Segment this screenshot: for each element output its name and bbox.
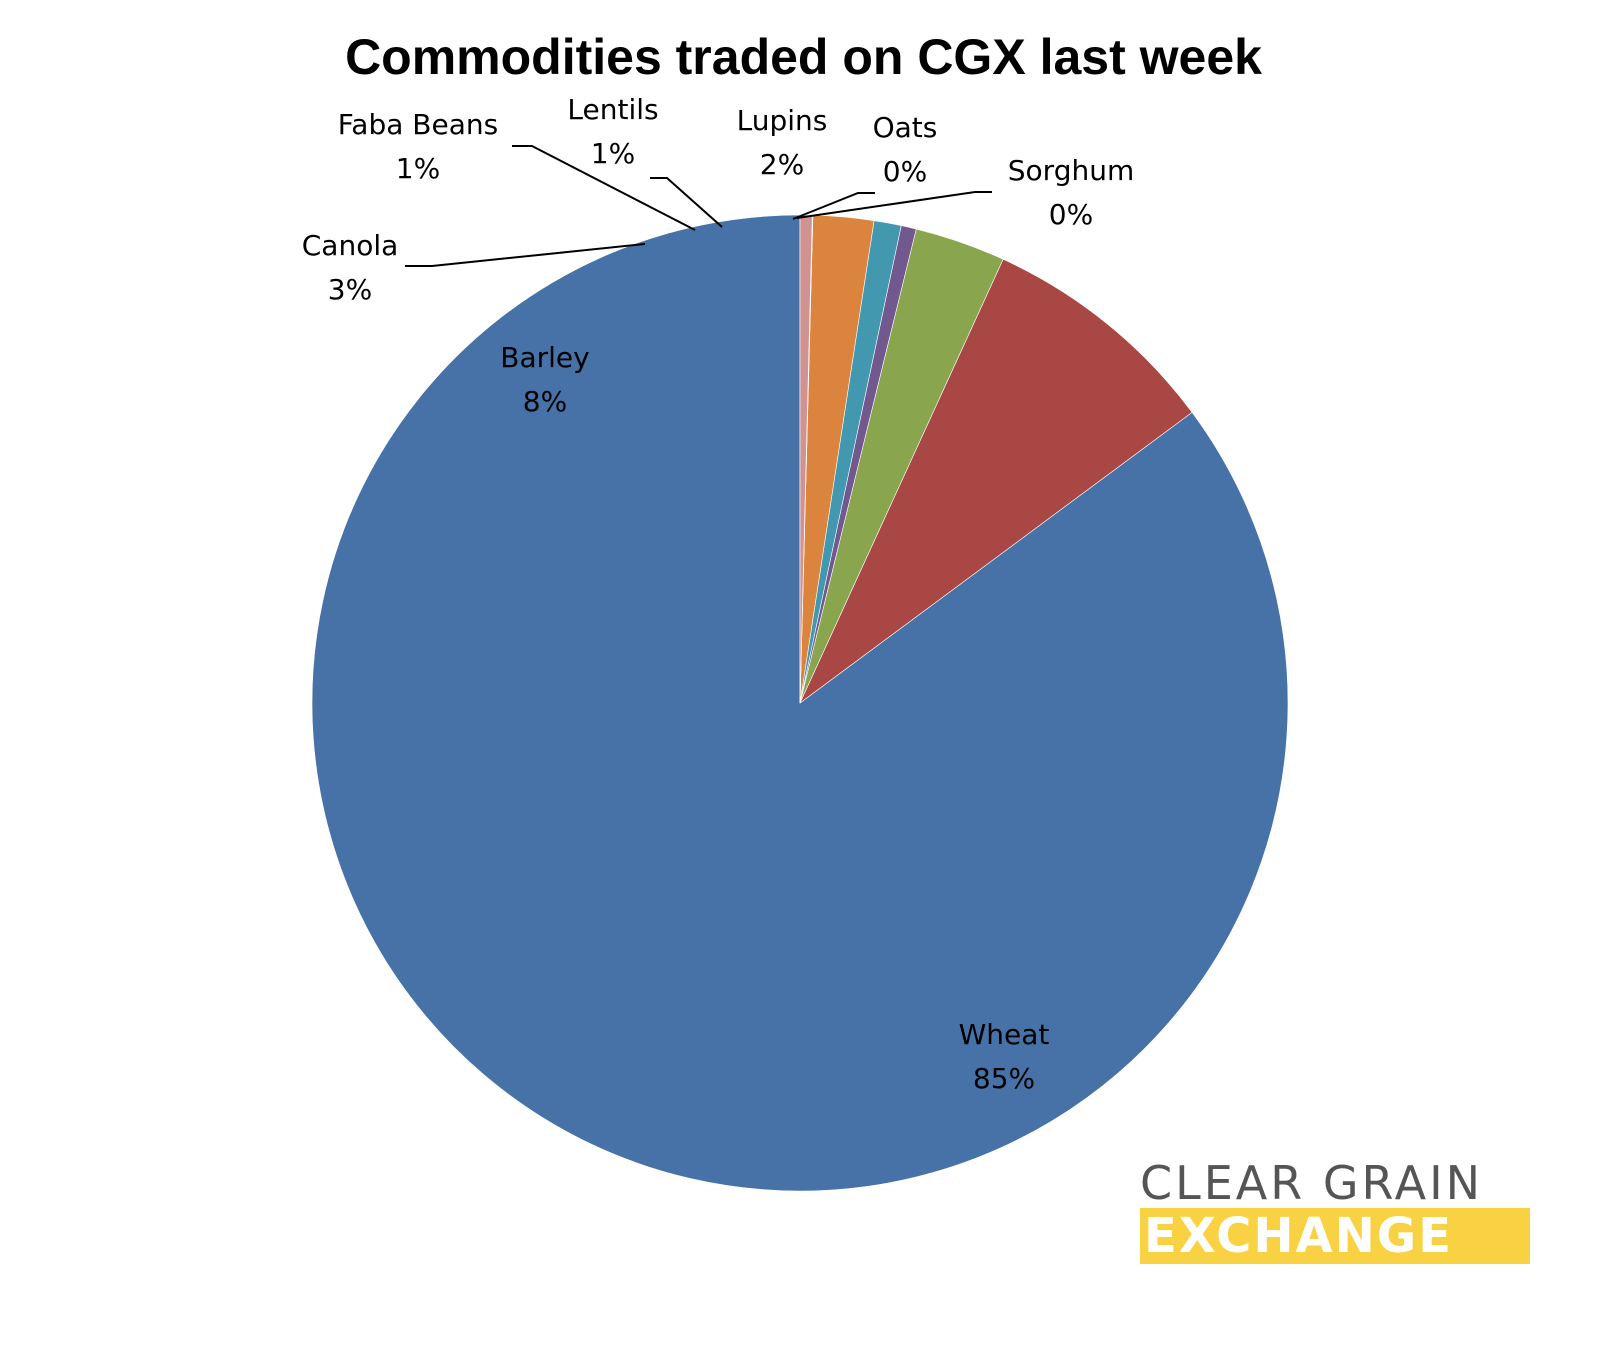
slice-label-name-canola: Canola — [302, 229, 399, 262]
leader-line-lentils — [650, 177, 723, 228]
leader-line-oats — [792, 192, 875, 220]
slice-label-name-sorghum: Sorghum — [1008, 154, 1134, 187]
slice-label-percent-faba-beans: 1% — [396, 152, 440, 185]
slice-label-name-lentils: Lentils — [567, 93, 658, 126]
slice-label-name-lupins: Lupins — [737, 104, 828, 137]
slice-label-percent-lentils: 1% — [591, 137, 635, 170]
logo-line-exchange: EXCHANGE — [1140, 1208, 1530, 1264]
slice-label-name-barley: Barley — [500, 341, 589, 374]
chart-title: Commodities traded on CGX last week — [345, 29, 1262, 85]
slice-barley — [799, 258, 1193, 704]
pie-slices — [311, 214, 1289, 1192]
slice-wheat — [311, 214, 1289, 1192]
leader-lines — [405, 145, 992, 267]
slice-label-percent-sorghum: 0% — [1049, 198, 1093, 231]
slice-label-percent-barley: 8% — [523, 385, 567, 418]
clear-grain-exchange-logo: CLEAR GRAIN EXCHANGE — [1140, 1158, 1530, 1264]
slice-label-percent-lupins: 2% — [760, 148, 804, 181]
slice-labels: Wheat 85% Barley 8% Canola 3% Faba Beans 1% Lent… — [302, 93, 1135, 1095]
slice-label-percent-canola: 3% — [328, 273, 372, 306]
leader-line-sorghum — [796, 191, 992, 219]
leader-line-canola — [405, 243, 646, 267]
slice-label-name-faba-beans: Faba Beans — [338, 108, 498, 141]
logo-line-clear-grain: CLEAR GRAIN — [1140, 1156, 1484, 1210]
slice-label-percent-wheat: 85% — [973, 1062, 1035, 1095]
slice-label-name-wheat: Wheat — [959, 1018, 1050, 1051]
slice-label-name-oats: Oats — [873, 111, 938, 144]
slice-label-percent-oats: 0% — [883, 155, 927, 188]
leader-line-faba-beans — [512, 145, 696, 231]
